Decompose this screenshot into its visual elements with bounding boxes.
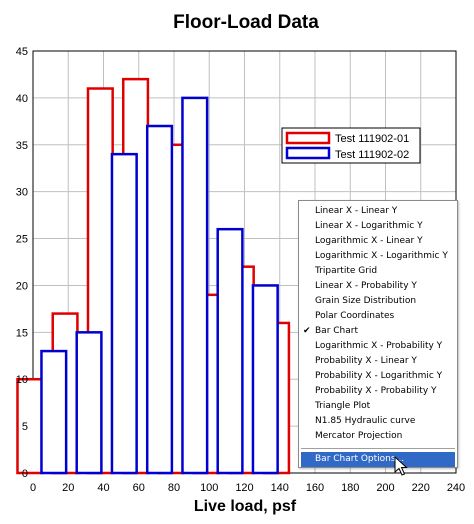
menu-item-triangle-plot[interactable]: Triangle Plot <box>299 399 457 414</box>
y-tick-label: 15 <box>16 327 28 339</box>
menu-item-bar-chart[interactable]: ✔ Bar Chart <box>299 324 457 339</box>
menu-item-polar-coordinates[interactable]: Polar Coordinates <box>299 309 457 324</box>
menu-item-logarithmic-x-logarithmic-y[interactable]: Logarithmic X - Logarithmic Y <box>299 249 457 264</box>
menu-item-probability-x-probability-y[interactable]: Probability X - Probability Y <box>299 384 457 399</box>
menu-item-bar-chart-options[interactable]: Bar Chart Options... <box>301 452 455 467</box>
menu-item-tripartite-grid[interactable]: Tripartite Grid <box>299 264 457 279</box>
menu-item-probability-x-logarithmic-y[interactable]: Probability X - Logarithmic Y <box>299 369 457 384</box>
bar-series-group <box>16 77 291 475</box>
menu-item-label: Logarithmic X - Linear Y <box>315 236 423 246</box>
legend-label-series-2: Test 111902-02 <box>335 149 409 161</box>
menu-item-label: Triangle Plot <box>315 401 371 411</box>
x-tick-label: 120 <box>235 482 253 494</box>
menu-item-label: Polar Coordinates <box>315 311 395 321</box>
y-tick-label: 40 <box>16 93 28 105</box>
menu-item-label: Logarithmic X - Probability Y <box>315 341 443 351</box>
menu-item-linear-x-linear-y[interactable]: Linear X - Linear Y <box>299 204 457 219</box>
menu-item-label: Linear X - Logarithmic Y <box>315 221 423 231</box>
menu-item-label: Probability X - Linear Y <box>315 356 417 366</box>
bar-series-2 <box>110 152 138 475</box>
x-tick-label: 40 <box>97 482 109 494</box>
menu-item-label: Logarithmic X - Logarithmic Y <box>315 251 448 261</box>
bar-series-1 <box>16 377 44 475</box>
y-tick-label: 45 <box>16 46 28 58</box>
x-axis-ticks: 0 20 40 60 80 100 120 140 160 180 200 220 240 <box>30 482 465 494</box>
y-tick-label: 0 <box>22 468 28 480</box>
menu-item-probability-x-linear-y[interactable]: Probability X - Linear Y <box>299 354 457 369</box>
menu-item-label: Tripartite Grid <box>315 266 378 276</box>
menu-item-label: Probability X - Probability Y <box>315 386 437 396</box>
y-tick-label: 25 <box>16 234 28 246</box>
menu-item-logarithmic-x-linear-y[interactable]: Logarithmic X - Linear Y <box>299 234 457 249</box>
chart-type-context-menu: Linear X - Linear Y Linear X - Logarithmi… <box>298 200 458 468</box>
menu-item-label: Linear X - Linear Y <box>315 206 398 216</box>
menu-items-list: Linear X - Linear Y Linear X - Logarithmi… <box>299 204 457 444</box>
menu-item-label: N1.85 Hydraulic curve <box>315 416 416 426</box>
x-tick-label: 240 <box>447 482 465 494</box>
menu-item-label: Linear X - Probability Y <box>315 281 417 291</box>
menu-item-label: Mercator Projection <box>315 431 403 441</box>
legend: Test 111902-01 Test 111902-02 <box>281 127 421 164</box>
legend-label-series-1: Test 111902-01 <box>335 133 409 145</box>
bar-series-2 <box>181 96 209 475</box>
y-tick-label: 20 <box>16 280 28 292</box>
x-tick-label: 220 <box>412 482 430 494</box>
menu-item-linear-x-logarithmic-y[interactable]: Linear X - Logarithmic Y <box>299 219 457 234</box>
x-tick-label: 160 <box>306 482 324 494</box>
x-tick-label: 180 <box>341 482 359 494</box>
menu-item-linear-x-probability-y[interactable]: Linear X - Probability Y <box>299 279 457 294</box>
legend-swatch-series-1 <box>285 131 331 145</box>
y-tick-label: 10 <box>16 374 28 386</box>
x-tick-label: 100 <box>200 482 218 494</box>
bar-series-2 <box>251 284 279 475</box>
menu-item-logarithmic-x-probability-y[interactable]: Logarithmic X - Probability Y <box>299 339 457 354</box>
x-tick-label: 80 <box>168 482 180 494</box>
menu-item-grain-size-distribution[interactable]: Grain Size Distribution <box>299 294 457 309</box>
y-tick-label: 30 <box>16 187 28 199</box>
y-tick-label: 35 <box>16 140 28 152</box>
x-tick-label: 200 <box>376 482 394 494</box>
x-tick-label: 0 <box>30 482 36 494</box>
x-tick-label: 60 <box>133 482 145 494</box>
legend-swatch-series-2 <box>285 146 331 160</box>
x-tick-label: 20 <box>62 482 74 494</box>
x-axis-label: Live load, psf <box>194 498 297 515</box>
bar-series-2 <box>216 227 244 475</box>
menu-item-mercator-projection[interactable]: Mercator Projection <box>299 429 457 444</box>
bar-series-2 <box>145 124 174 475</box>
menu-separator <box>301 448 455 449</box>
checkmark-icon: ✔ <box>303 326 311 336</box>
bar-series-2 <box>75 331 103 475</box>
y-axis-ticks: 0 5 10 15 20 25 30 35 40 45 <box>16 46 28 480</box>
menu-item-label: Grain Size Distribution <box>315 296 417 306</box>
menu-item-label: Bar Chart <box>315 326 358 336</box>
menu-item-label: Bar Chart Options... <box>315 454 405 464</box>
chart-title: Floor-Load Data <box>173 12 319 33</box>
menu-item-n1-85-hydraulic-curve[interactable]: N1.85 Hydraulic curve <box>299 414 457 429</box>
x-tick-label: 140 <box>271 482 289 494</box>
menu-item-label: Probability X - Logarithmic Y <box>315 371 443 381</box>
arrow-cursor-icon <box>394 456 408 476</box>
bar-series-2 <box>40 349 68 475</box>
y-tick-label: 5 <box>22 421 28 433</box>
